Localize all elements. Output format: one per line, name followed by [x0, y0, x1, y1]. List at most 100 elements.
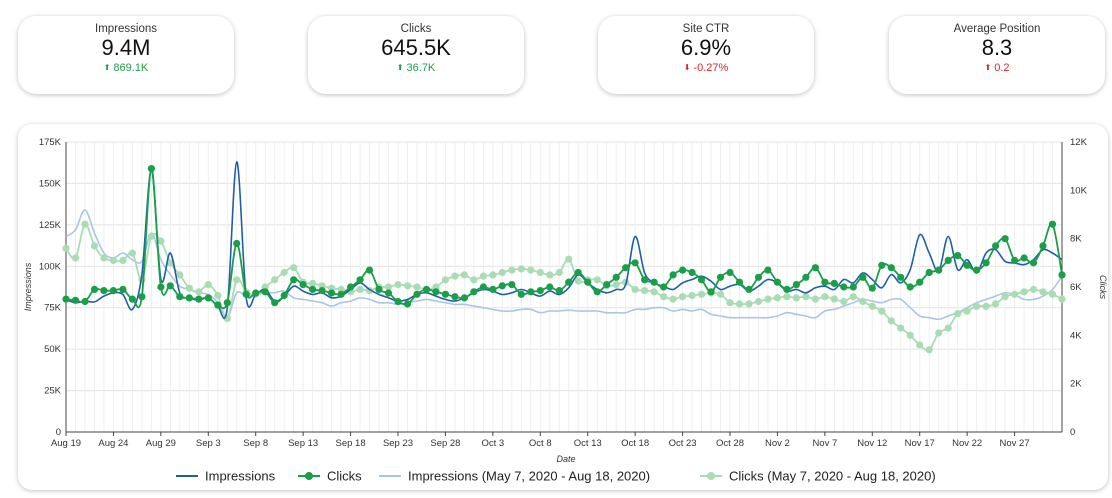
- data-point-clicks-previous[interactable]: [204, 281, 212, 289]
- data-point-clicks[interactable]: [944, 256, 952, 264]
- data-point-clicks-previous[interactable]: [688, 291, 696, 300]
- data-point-clicks[interactable]: [195, 295, 203, 303]
- data-point-clicks-previous[interactable]: [128, 249, 136, 257]
- data-point-clicks-previous[interactable]: [944, 324, 952, 332]
- data-point-clicks[interactable]: [100, 287, 108, 295]
- data-point-clicks-previous[interactable]: [716, 290, 725, 298]
- data-point-clicks-previous[interactable]: [394, 281, 402, 289]
- data-point-clicks[interactable]: [935, 266, 943, 274]
- data-point-clicks[interactable]: [1011, 256, 1019, 264]
- data-point-clicks-previous[interactable]: [935, 329, 943, 337]
- data-point-clicks-previous[interactable]: [830, 295, 838, 303]
- data-point-clicks[interactable]: [982, 259, 990, 267]
- data-point-clicks[interactable]: [451, 293, 459, 301]
- data-point-clicks-previous[interactable]: [290, 264, 298, 272]
- data-point-clicks[interactable]: [745, 285, 753, 293]
- data-point-clicks[interactable]: [261, 288, 269, 296]
- data-point-clicks[interactable]: [328, 289, 336, 297]
- data-point-clicks[interactable]: [318, 287, 326, 295]
- data-point-clicks[interactable]: [517, 290, 525, 298]
- data-point-clicks[interactable]: [128, 295, 136, 303]
- data-point-clicks[interactable]: [185, 294, 193, 302]
- data-point-clicks[interactable]: [707, 288, 715, 296]
- legend-item-clicks-previous[interactable]: Clicks (May 7, 2020 - Aug 18, 2020): [700, 469, 936, 484]
- data-point-clicks-previous[interactable]: [489, 271, 497, 279]
- data-point-clicks-previous[interactable]: [754, 297, 763, 306]
- data-point-clicks[interactable]: [584, 278, 592, 286]
- data-point-clicks-previous[interactable]: [517, 265, 525, 273]
- data-point-clicks[interactable]: [612, 273, 620, 281]
- series-clicks-previous[interactable]: [62, 220, 1066, 354]
- series-impressions-previous[interactable]: [65, 209, 1063, 321]
- data-point-clicks[interactable]: [963, 261, 971, 269]
- data-point-clicks-previous[interactable]: [849, 293, 857, 301]
- data-point-clicks[interactable]: [441, 290, 449, 298]
- data-point-clicks[interactable]: [242, 290, 250, 298]
- data-point-clicks[interactable]: [489, 285, 497, 293]
- data-point-clicks[interactable]: [660, 283, 668, 291]
- data-point-clicks-previous[interactable]: [973, 302, 981, 310]
- data-point-clicks-previous[interactable]: [612, 281, 620, 289]
- data-point-clicks-previous[interactable]: [669, 295, 677, 303]
- data-point-clicks-previous[interactable]: [1039, 288, 1047, 296]
- data-point-clicks[interactable]: [669, 271, 677, 279]
- data-point-clicks-previous[interactable]: [982, 302, 990, 310]
- data-point-clicks[interactable]: [394, 297, 402, 306]
- data-point-clicks[interactable]: [309, 285, 317, 293]
- data-point-clicks[interactable]: [413, 290, 421, 298]
- data-point-clicks-previous[interactable]: [660, 293, 668, 301]
- data-point-clicks-previous[interactable]: [195, 288, 203, 296]
- data-point-clicks[interactable]: [470, 288, 478, 296]
- data-point-clicks-previous[interactable]: [745, 300, 753, 308]
- data-point-clicks-previous[interactable]: [81, 220, 89, 228]
- data-point-clicks[interactable]: [498, 282, 506, 290]
- chart-legend[interactable]: Impressions Clicks Impressions (May 7, 202…: [176, 469, 936, 484]
- data-point-clicks[interactable]: [147, 165, 155, 173]
- data-point-clicks-previous[interactable]: [764, 295, 772, 303]
- data-point-clicks[interactable]: [849, 283, 857, 291]
- data-point-clicks-previous[interactable]: [1001, 293, 1009, 301]
- data-point-clicks[interactable]: [1029, 259, 1038, 267]
- data-point-clicks[interactable]: [868, 284, 876, 292]
- data-point-clicks[interactable]: [716, 273, 725, 281]
- data-point-clicks[interactable]: [271, 299, 279, 307]
- data-point-clicks-previous[interactable]: [100, 254, 108, 262]
- data-point-clicks[interactable]: [157, 283, 165, 291]
- data-point-clicks-previous[interactable]: [650, 288, 658, 296]
- data-point-clicks-previous[interactable]: [176, 271, 184, 279]
- data-point-clicks-previous[interactable]: [479, 272, 487, 280]
- kpi-card-clicks[interactable]: Clicks 645.5K ⬆ 36.7K: [308, 16, 524, 94]
- data-point-clicks[interactable]: [290, 276, 298, 284]
- data-point-clicks-previous[interactable]: [868, 302, 876, 310]
- data-point-clicks-previous[interactable]: [508, 266, 516, 274]
- data-point-clicks-previous[interactable]: [1020, 288, 1028, 296]
- data-point-clicks[interactable]: [1020, 254, 1028, 262]
- data-point-clicks[interactable]: [859, 273, 867, 281]
- data-point-clicks[interactable]: [954, 252, 962, 260]
- data-point-clicks[interactable]: [204, 294, 212, 302]
- data-point-clicks-previous[interactable]: [992, 300, 1000, 308]
- data-point-clicks-previous[interactable]: [878, 307, 886, 315]
- data-point-clicks-previous[interactable]: [773, 294, 782, 302]
- data-point-clicks-previous[interactable]: [783, 293, 791, 301]
- data-point-clicks-previous[interactable]: [166, 259, 174, 267]
- legend-item-clicks[interactable]: Clicks: [298, 469, 362, 484]
- data-point-clicks-previous[interactable]: [1058, 295, 1066, 303]
- data-point-clicks[interactable]: [916, 278, 924, 286]
- data-point-clicks-previous[interactable]: [441, 276, 449, 284]
- data-point-clicks-previous[interactable]: [147, 232, 155, 240]
- data-point-clicks[interactable]: [574, 268, 582, 277]
- data-point-clicks-previous[interactable]: [697, 290, 706, 298]
- data-point-clicks-previous[interactable]: [593, 276, 601, 284]
- data-point-clicks[interactable]: [138, 293, 146, 301]
- data-point-clicks-previous[interactable]: [1048, 290, 1057, 298]
- data-point-clicks-previous[interactable]: [460, 271, 468, 279]
- data-point-clicks[interactable]: [384, 289, 393, 297]
- data-point-clicks-previous[interactable]: [792, 294, 801, 302]
- data-point-clicks[interactable]: [166, 282, 174, 290]
- data-point-clicks-previous[interactable]: [821, 293, 829, 301]
- data-point-clicks[interactable]: [688, 268, 696, 277]
- data-point-clicks-previous[interactable]: [840, 297, 848, 306]
- data-point-clicks[interactable]: [1048, 220, 1057, 228]
- chart-series[interactable]: [62, 161, 1066, 354]
